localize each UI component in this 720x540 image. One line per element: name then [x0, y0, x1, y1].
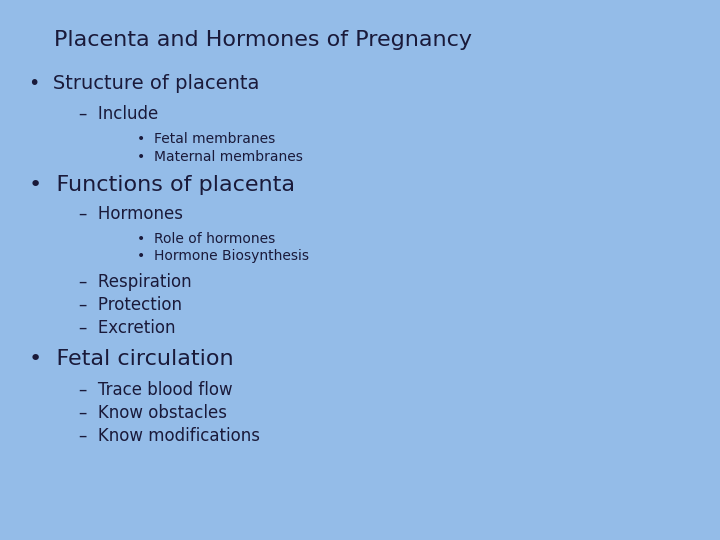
Text: –  Protection: – Protection — [79, 296, 182, 314]
Text: –  Know obstacles: – Know obstacles — [79, 403, 228, 422]
Text: •  Hormone Biosynthesis: • Hormone Biosynthesis — [137, 249, 309, 263]
Text: •  Role of hormones: • Role of hormones — [137, 232, 275, 246]
Text: Placenta and Hormones of Pregnancy: Placenta and Hormones of Pregnancy — [54, 30, 472, 50]
Text: –  Respiration: – Respiration — [79, 273, 192, 292]
Text: –  Know modifications: – Know modifications — [79, 427, 260, 445]
Text: –  Hormones: – Hormones — [79, 205, 183, 223]
Text: –  Trace blood flow: – Trace blood flow — [79, 381, 233, 399]
Text: •  Fetal circulation: • Fetal circulation — [29, 349, 233, 369]
Text: –  Include: – Include — [79, 105, 158, 124]
Text: •  Functions of placenta: • Functions of placenta — [29, 174, 294, 195]
Text: –  Excretion: – Excretion — [79, 319, 176, 337]
Text: •  Maternal membranes: • Maternal membranes — [137, 150, 302, 164]
Text: •  Structure of placenta: • Structure of placenta — [29, 74, 259, 93]
Text: •  Fetal membranes: • Fetal membranes — [137, 132, 275, 146]
